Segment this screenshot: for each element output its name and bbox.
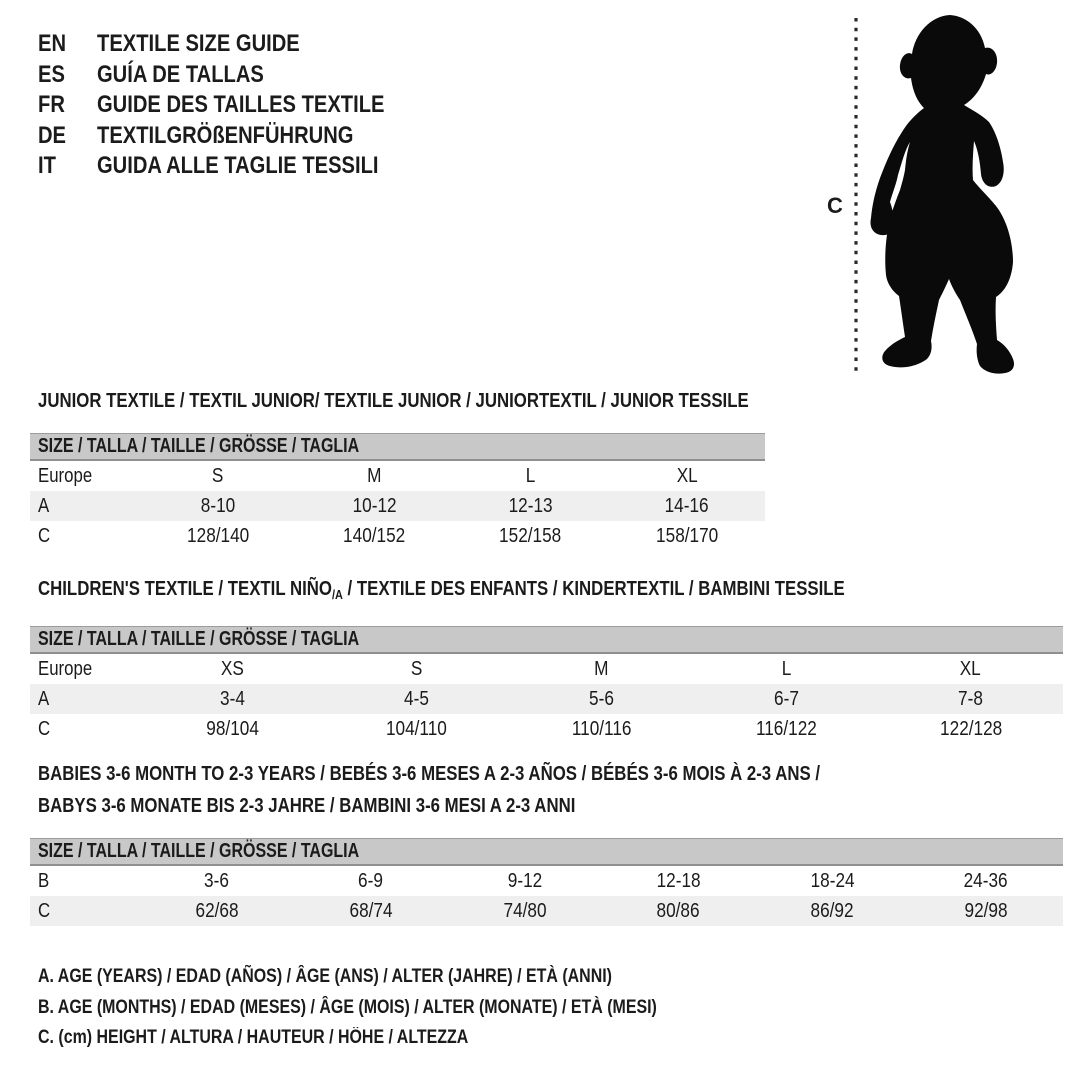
size-cell: 116/122 <box>755 717 817 740</box>
size-cell: 7-8 <box>958 687 984 710</box>
toddler-shape <box>870 15 1015 374</box>
measure-legend: A. AGE (YEARS) / EDAD (AÑOS) / ÂGE (ANS)… <box>38 962 775 1054</box>
size-cell: 24-36 <box>964 869 1009 892</box>
table-row-age-years: A 8-10 10-12 12-13 14-16 <box>30 491 765 521</box>
size-cell: XS <box>220 657 244 680</box>
row-label: A <box>38 494 50 517</box>
language-row-de: DE TEXTILGRÖßENFÜHRUNG <box>38 121 439 152</box>
table-row-europe: Europe S M L XL <box>30 461 765 491</box>
size-cell: 74/80 <box>503 899 547 922</box>
language-header: EN TEXTILE SIZE GUIDE ES GUÍA DE TALLAS … <box>38 29 439 182</box>
size-cell: XL <box>676 464 698 487</box>
size-table-header: SIZE / TALLA / TAILLE / GRÖSSE / TAGLIA <box>30 433 765 461</box>
size-cell: 6-9 <box>358 869 384 892</box>
table-row-europe: Europe XS S M L XL <box>30 654 1063 684</box>
row-label: Europe <box>38 657 93 680</box>
size-cell: 6-7 <box>773 687 799 710</box>
size-cell: L <box>525 464 536 487</box>
size-cell: 122/128 <box>939 717 1002 740</box>
language-code-en: EN <box>38 30 67 58</box>
size-cell: 14-16 <box>664 494 709 517</box>
section-title-babies: BABIES 3-6 MONTH TO 2-3 YEARS / BEBÉS 3-… <box>38 763 821 817</box>
language-row-fr: FR GUIDE DES TAILLES TEXTILE <box>38 90 439 121</box>
language-code-fr: FR <box>38 91 65 119</box>
nino-a-subscript: /A <box>331 587 343 602</box>
row-label: Europe <box>38 464 93 487</box>
table-row-age-months: B 3-6 6-9 9-12 12-18 18-24 24-36 <box>30 866 1063 896</box>
language-row-it: IT GUIDA ALLE TAGLIE TESSILI <box>38 151 439 182</box>
language-code-es: ES <box>38 60 65 88</box>
language-code-de: DE <box>38 121 67 149</box>
size-cell: 62/68 <box>195 899 239 922</box>
row-label: C <box>38 899 51 922</box>
language-row-es: ES GUÍA DE TALLAS <box>38 60 439 91</box>
size-cell: 12-13 <box>508 494 553 517</box>
row-label: A <box>38 687 50 710</box>
language-label-fr: GUIDE DES TAILLES TEXTILE <box>97 91 385 119</box>
size-cell: 10-12 <box>352 494 397 517</box>
size-cell: 80/86 <box>656 899 700 922</box>
legend-line-c: C. (cm) HEIGHT / ALTURA / HAUTEUR / HÖHE… <box>38 1027 469 1049</box>
size-cell: M <box>594 657 609 680</box>
size-cell: S <box>212 464 224 487</box>
legend-line-b: B. AGE (MONTHS) / EDAD (MESES) / ÂGE (MO… <box>38 996 657 1018</box>
table-row-height-cm: C 128/140 140/152 152/158 158/170 <box>30 521 765 551</box>
size-cell: XL <box>960 657 982 680</box>
size-cell: 12-18 <box>656 869 701 892</box>
size-cell: 140/152 <box>343 524 406 547</box>
size-cell: 158/170 <box>655 524 718 547</box>
table-row-height-cm: C 62/68 68/74 74/80 80/86 86/92 92/98 <box>30 896 1063 926</box>
size-cell: 92/98 <box>964 899 1008 922</box>
language-label-it: GUIDA ALLE TAGLIE TESSILI <box>97 152 379 180</box>
size-table-header: SIZE / TALLA / TAILLE / GRÖSSE / TAGLIA <box>30 838 1063 866</box>
measure-label-c: C <box>827 193 843 218</box>
size-cell: 98/104 <box>205 717 259 740</box>
junior-size-table: SIZE / TALLA / TAILLE / GRÖSSE / TAGLIA … <box>30 433 765 551</box>
size-cell: 3-4 <box>219 687 245 710</box>
section-babies-textile: BABIES 3-6 MONTH TO 2-3 YEARS / BEBÉS 3-… <box>30 758 1063 926</box>
size-cell: 4-5 <box>404 687 430 710</box>
size-cell: 86/92 <box>810 899 854 922</box>
toddler-silhouette <box>854 15 1015 374</box>
size-cell: 5-6 <box>589 687 614 710</box>
size-cell: S <box>411 657 423 680</box>
row-label: B <box>38 869 50 892</box>
section-junior-textile: JUNIOR TEXTILE / TEXTIL JUNIOR/ TEXTILE … <box>30 390 765 551</box>
size-cell: 128/140 <box>187 524 250 547</box>
size-cell: 152/158 <box>499 524 562 547</box>
section-childrens-textile: CHILDREN'S TEXTILE / TEXTIL NIÑO/A / TEX… <box>30 578 1063 744</box>
language-label-de: TEXTILGRÖßENFÜHRUNG <box>97 121 354 149</box>
size-cell: 110/116 <box>571 717 632 740</box>
language-label-es: GUÍA DE TALLAS <box>97 60 264 88</box>
language-row-en: EN TEXTILE SIZE GUIDE <box>38 29 439 60</box>
legend-line-a: A. AGE (YEARS) / EDAD (AÑOS) / ÂGE (ANS)… <box>38 966 612 988</box>
row-label: C <box>38 524 51 547</box>
size-cell: 18-24 <box>810 869 855 892</box>
language-label-en: TEXTILE SIZE GUIDE <box>97 30 300 58</box>
size-cell: L <box>781 657 791 680</box>
table-row-height-cm: C 98/104 104/110 110/116 116/122 122/128 <box>30 714 1063 744</box>
children-size-table: SIZE / TALLA / TAILLE / GRÖSSE / TAGLIA … <box>30 626 1063 744</box>
size-cell: 8-10 <box>200 494 236 517</box>
language-code-it: IT <box>38 152 56 180</box>
size-cell: 9-12 <box>507 869 542 892</box>
size-cell: 3-6 <box>204 869 230 892</box>
size-table-header: SIZE / TALLA / TAILLE / GRÖSSE / TAGLIA <box>30 626 1063 654</box>
table-row-age-years: A 3-4 4-5 5-6 6-7 7-8 <box>30 684 1063 714</box>
babies-size-table: SIZE / TALLA / TAILLE / GRÖSSE / TAGLIA … <box>30 838 1063 926</box>
section-title-junior: JUNIOR TEXTILE / TEXTIL JUNIOR/ TEXTILE … <box>38 390 749 412</box>
section-title-children: CHILDREN'S TEXTILE / TEXTIL NIÑO/A / TEX… <box>38 578 845 602</box>
row-label: C <box>38 717 51 740</box>
height-figure: C <box>820 10 1050 380</box>
size-cell: M <box>367 464 382 487</box>
size-cell: 68/74 <box>349 899 393 922</box>
size-cell: 104/110 <box>386 717 448 740</box>
